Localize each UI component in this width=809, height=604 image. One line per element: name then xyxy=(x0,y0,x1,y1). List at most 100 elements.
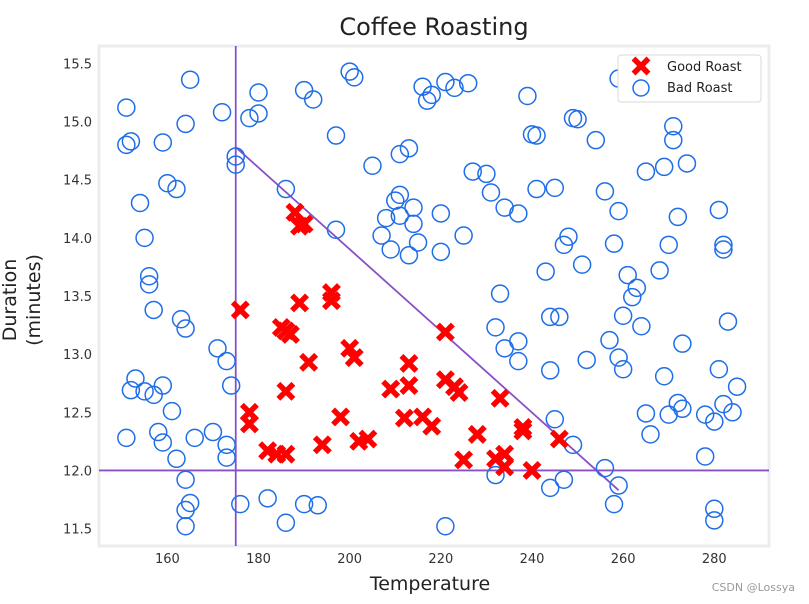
bad-roast-point xyxy=(627,278,647,298)
bad-roast-point xyxy=(139,275,159,294)
x-tick-label: 240 xyxy=(520,552,545,567)
bad-roast-point xyxy=(509,351,528,371)
bad-roast-point xyxy=(723,403,742,422)
good-roast-point xyxy=(399,376,419,395)
x-tick-label: 180 xyxy=(246,552,271,567)
bad-roast-point xyxy=(240,108,259,128)
bad-roast-point xyxy=(659,235,678,255)
good-roast-point xyxy=(299,352,319,372)
x-marker-stroke xyxy=(285,202,305,222)
y-axis-label: Duration (minutes) xyxy=(0,254,45,346)
bad-roast-point xyxy=(536,262,555,281)
bad-roast-series xyxy=(117,62,747,536)
bad-roast-point xyxy=(486,465,505,485)
bad-roast-point xyxy=(727,377,747,396)
bad-roast-point xyxy=(121,380,141,400)
x-marker-stroke xyxy=(549,429,569,449)
good-roast-point xyxy=(322,291,341,311)
y-axis-label-line-2: (minutes) xyxy=(23,254,45,346)
bad-roast-point xyxy=(527,126,546,145)
x-marker-stroke xyxy=(435,322,455,342)
good-roast-point xyxy=(394,408,414,428)
bad-roast-point xyxy=(176,516,195,536)
bad-roast-point xyxy=(149,422,168,442)
bad-roast-point xyxy=(477,164,496,184)
bad-roast-point xyxy=(226,147,245,166)
bad-roast-point xyxy=(221,376,241,395)
x-marker-stroke xyxy=(331,407,351,427)
bad-roast-point xyxy=(431,204,451,223)
bad-roast-point xyxy=(714,240,733,259)
x-marker-stroke xyxy=(422,416,442,436)
bad-roast-point xyxy=(135,228,154,248)
good-roast-point xyxy=(290,293,309,313)
bad-roast-point xyxy=(613,360,633,379)
bad-roast-point xyxy=(559,227,578,246)
bad-roast-point xyxy=(217,351,236,371)
bad-roast-point xyxy=(540,478,560,498)
bad-roast-point xyxy=(705,412,724,431)
bad-roast-point xyxy=(408,233,428,252)
bad-roast-point xyxy=(153,376,173,395)
bad-roast-point xyxy=(139,266,159,286)
bad-roast-point xyxy=(458,73,478,93)
bad-roast-point xyxy=(381,240,400,259)
bad-roast-point xyxy=(641,425,660,444)
bad-roast-point xyxy=(618,265,637,285)
x-marker-stroke xyxy=(299,352,319,372)
y-axis-label-line-1: Duration xyxy=(0,259,21,342)
x-tick-label: 260 xyxy=(611,552,636,567)
good-roast-point xyxy=(280,324,300,344)
x-marker-stroke xyxy=(495,457,515,477)
bad-roast-point xyxy=(258,489,277,508)
bad-roast-point xyxy=(203,422,223,442)
bad-roast-point xyxy=(650,261,669,280)
bad-roast-point xyxy=(344,68,364,87)
bad-roast-point xyxy=(540,361,560,380)
bad-roast-point xyxy=(436,72,455,92)
good-roast-point xyxy=(230,300,250,320)
bad-roast-point xyxy=(276,513,296,532)
bad-roast-point xyxy=(636,404,656,423)
y-tick-label: 15.5 xyxy=(63,57,92,72)
x-tick-label: 160 xyxy=(155,552,180,567)
legend-good-label: Good Roast xyxy=(667,60,742,75)
x-marker-stroke xyxy=(258,441,278,461)
good-roast-point xyxy=(449,383,469,402)
bad-roast-point xyxy=(422,85,441,105)
bad-roast-point xyxy=(709,200,729,220)
bad-roast-point xyxy=(390,185,410,205)
bad-roast-point xyxy=(276,179,296,199)
bad-roast-point xyxy=(117,428,136,448)
bad-roast-point xyxy=(376,208,396,228)
y-tick-label: 15.0 xyxy=(63,116,92,131)
bad-roast-point xyxy=(326,126,346,145)
bad-roast-point xyxy=(303,90,323,109)
legend-good-marker xyxy=(631,56,651,76)
x-marker-stroke xyxy=(513,421,533,441)
bad-roast-point xyxy=(490,284,510,303)
bad-roast-point xyxy=(463,162,482,181)
legend-box xyxy=(617,54,762,103)
bad-roast-point xyxy=(677,154,697,173)
x-marker-stroke xyxy=(344,348,364,368)
legend-x-marker xyxy=(631,56,651,76)
bad-roast-point xyxy=(664,116,683,136)
bad-roast-point xyxy=(231,494,250,514)
bad-roast-point xyxy=(445,78,464,98)
bad-roast-point xyxy=(404,214,423,234)
bad-roast-point xyxy=(568,110,587,129)
bad-roast-point xyxy=(623,287,642,307)
good-roast-point xyxy=(422,416,442,436)
bad-roast-point xyxy=(117,98,136,117)
bad-roast-point xyxy=(572,255,592,274)
bad-roast-point xyxy=(595,182,615,201)
legend: Good Roast Bad Roast xyxy=(617,54,762,103)
bad-roast-point xyxy=(167,179,186,199)
x-marker-stroke xyxy=(276,381,296,401)
bad-roast-point xyxy=(550,307,569,327)
bad-roast-point xyxy=(180,493,200,513)
bad-roast-point xyxy=(636,162,656,181)
good-roast-point xyxy=(331,407,351,427)
bad-roast-point xyxy=(604,234,624,253)
